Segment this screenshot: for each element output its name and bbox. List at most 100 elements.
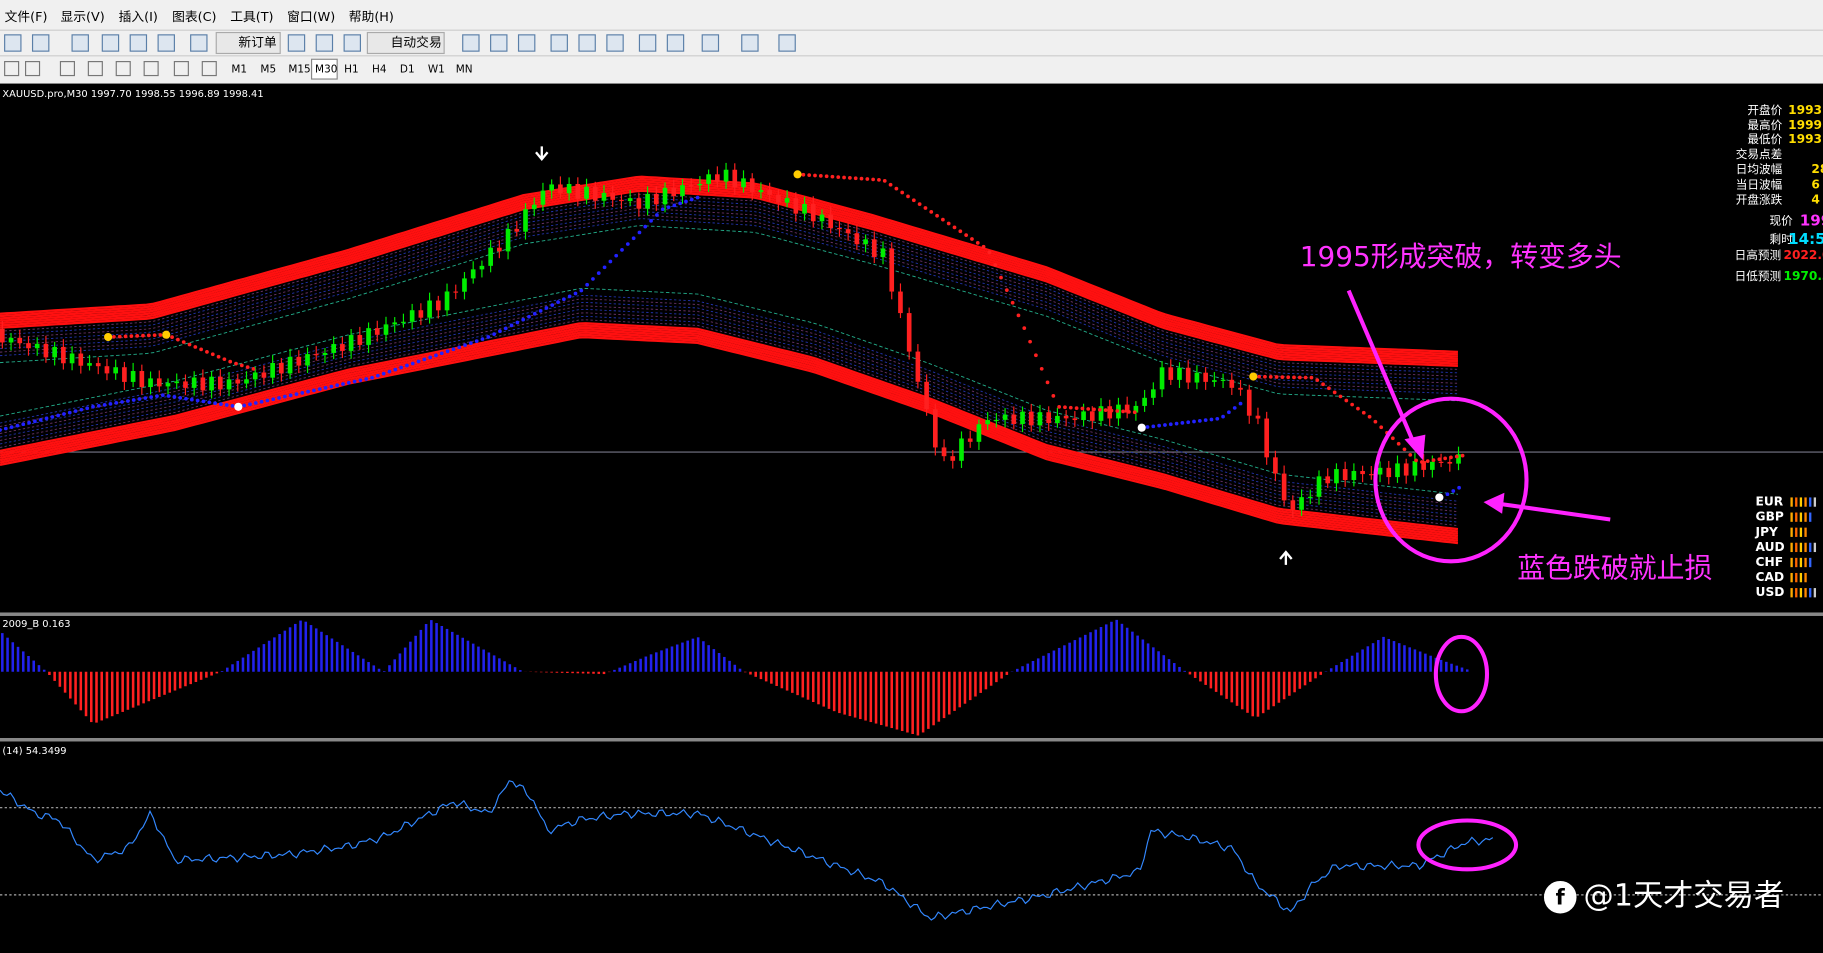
tool-icon[interactable]	[129, 34, 148, 52]
rsi-line	[0, 780, 1494, 921]
candle	[226, 379, 232, 390]
timeframe[interactable]: H1	[344, 64, 359, 76]
tool-icon[interactable]	[701, 34, 720, 52]
annotation: 1995形成突破，转变多头	[1300, 240, 1622, 273]
tool-icon[interactable]	[578, 34, 596, 52]
timeframe[interactable]: M15	[288, 64, 310, 76]
candle	[1264, 418, 1270, 458]
candle	[1142, 397, 1147, 406]
button-label[interactable]: 新订单	[238, 35, 277, 51]
stop-dot	[853, 176, 858, 181]
stop-dot	[199, 347, 203, 352]
tool-icon[interactable]	[741, 34, 759, 52]
tool-icon[interactable]	[490, 34, 508, 52]
band-upper	[0, 175, 1458, 354]
timeframe[interactable]: H4	[372, 64, 387, 76]
timeframe[interactable]: M30	[315, 64, 337, 76]
strength-bar	[1804, 497, 1807, 507]
stop-dot	[958, 229, 963, 234]
stop-dot	[830, 174, 835, 179]
tool-icon[interactable]	[101, 34, 120, 52]
tool-icon[interactable]	[606, 34, 624, 52]
draw-tool[interactable]	[201, 61, 217, 77]
info-value: 6	[1811, 177, 1819, 191]
band-inner	[0, 298, 1458, 506]
tool-icon[interactable]	[517, 34, 536, 52]
tool-icon[interactable]	[778, 34, 796, 52]
stop-dot	[224, 403, 229, 407]
tool-icon[interactable]	[343, 34, 361, 52]
candle	[959, 438, 964, 461]
tool-icon[interactable]	[287, 34, 306, 52]
button[interactable]	[366, 31, 445, 55]
strength-bar	[1795, 542, 1798, 553]
menu-item[interactable]: 工具(T)	[230, 10, 273, 25]
stop-dot	[129, 334, 134, 338]
draw-tool[interactable]	[87, 61, 103, 77]
timeframe[interactable]: W1	[428, 64, 445, 76]
menu-item[interactable]: 文件(F)	[5, 10, 48, 25]
tool-icon[interactable]	[71, 34, 89, 52]
stop-dot	[1068, 405, 1073, 410]
band-lower	[0, 326, 1459, 535]
tool-icon[interactable]	[4, 34, 22, 52]
tool-icon[interactable]	[190, 34, 208, 52]
tool-icon[interactable]	[315, 34, 334, 52]
strength-bar	[1804, 557, 1807, 568]
menu-item[interactable]: 图表(C)	[172, 10, 216, 25]
draw-tool[interactable]	[59, 61, 75, 77]
candle	[52, 346, 57, 358]
draw-tool[interactable]	[173, 61, 189, 77]
menu-item[interactable]: 插入(I)	[119, 10, 158, 25]
currency: CAD	[1756, 570, 1785, 584]
candle	[435, 300, 441, 311]
strength-bar	[1804, 527, 1807, 537]
tool-icon[interactable]	[31, 34, 50, 52]
info-label: 日低预测	[1735, 269, 1781, 283]
arrow-marker	[1279, 550, 1293, 565]
stop-dot	[573, 291, 578, 296]
stop-dot	[3, 426, 8, 431]
stop-dot	[96, 403, 101, 408]
button-label[interactable]: 自动交易	[391, 35, 442, 51]
logo-glyph: f	[1556, 885, 1566, 909]
candle	[723, 169, 729, 182]
info-label: 最高价	[1747, 118, 1782, 132]
candle	[653, 193, 659, 205]
stop-dot	[79, 407, 84, 412]
menu-item[interactable]: 显示(V)	[60, 10, 104, 25]
candle	[828, 214, 834, 229]
tool-icon[interactable]	[638, 34, 657, 52]
menu-item[interactable]: 窗口(W)	[287, 10, 335, 25]
candle	[1430, 461, 1435, 470]
tool-icon[interactable]	[462, 34, 480, 52]
draw-tool[interactable]	[115, 61, 131, 77]
info-label: 现价	[1770, 213, 1794, 227]
tool-icon[interactable]	[157, 34, 175, 52]
stop-dot	[1057, 404, 1062, 409]
draw-tool[interactable]	[24, 61, 41, 77]
timeframe[interactable]: M5	[260, 64, 276, 76]
candle	[497, 247, 502, 252]
timeframe[interactable]: M1	[231, 64, 247, 76]
stop-dot	[999, 275, 1003, 280]
button[interactable]	[215, 31, 281, 55]
stop-dot	[492, 332, 496, 336]
chart-header: XAUUSD.pro,M30 1997.70 1998.55 1996.89 1…	[2, 89, 263, 100]
draw-tool[interactable]	[4, 61, 20, 77]
draw-tool[interactable]	[143, 61, 159, 77]
tool-icon[interactable]	[550, 34, 568, 52]
candle	[1133, 405, 1139, 413]
stop-dot	[824, 174, 829, 179]
menu-item[interactable]: 帮助(H)	[349, 10, 394, 25]
tool-icon[interactable]	[666, 34, 685, 52]
candle	[104, 366, 110, 374]
candle	[130, 371, 136, 382]
timeframe[interactable]: D1	[400, 64, 415, 76]
circle	[1433, 634, 1490, 714]
stop-dot	[498, 329, 502, 334]
stop-dot	[503, 326, 508, 331]
timeframe[interactable]: MN	[456, 64, 473, 76]
info-value: 1998.4	[1800, 211, 1823, 229]
candle	[270, 362, 275, 378]
